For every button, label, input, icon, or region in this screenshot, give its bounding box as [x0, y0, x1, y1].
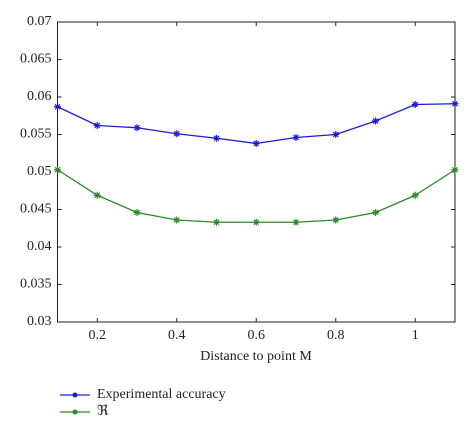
x-tick-label: 0.6 — [248, 328, 266, 343]
data-point — [411, 191, 419, 199]
data-point — [213, 134, 220, 142]
data-point — [54, 103, 61, 111]
data-point — [252, 140, 260, 147]
y-tick-label: 0.05 — [27, 164, 52, 179]
series-line — [57, 169, 456, 223]
legend-label: Experimental accuracy — [97, 387, 226, 402]
data-point — [451, 166, 459, 174]
x-axis-label: Distance to point M — [200, 349, 312, 364]
y-tick-label: 0.06 — [27, 89, 52, 104]
x-tick-label: 0.8 — [327, 328, 345, 343]
data-point — [292, 134, 300, 141]
plot-frame — [57, 21, 456, 323]
data-point — [173, 216, 181, 224]
y-tick-label: 0.055 — [20, 127, 52, 142]
x-tick-label: 1 — [412, 328, 419, 343]
data-point — [133, 209, 141, 216]
data-point — [252, 218, 260, 226]
x-tick-label: 0.2 — [89, 328, 107, 343]
legend-marker — [72, 392, 78, 398]
data-point — [451, 100, 459, 108]
y-tick-label: 0.065 — [20, 52, 52, 67]
data-point — [54, 166, 61, 174]
data-point — [292, 218, 300, 226]
legend-label: ℜ — [97, 404, 109, 419]
x-tick-label: 0.4 — [168, 328, 186, 343]
series-line — [57, 103, 456, 145]
y-tick-label: 0.03 — [27, 314, 52, 329]
y-tick-label: 0.045 — [20, 202, 52, 217]
data-point — [173, 130, 181, 138]
data-point — [332, 131, 340, 138]
y-tick-label: 0.07 — [27, 14, 52, 29]
data-point — [93, 122, 101, 129]
data-point — [213, 218, 220, 226]
data-point — [411, 101, 419, 108]
data-point — [372, 117, 379, 125]
y-tick-label: 0.04 — [27, 239, 52, 254]
data-point — [133, 124, 141, 132]
data-point — [372, 209, 379, 216]
data-point — [332, 216, 340, 224]
legend-marker — [72, 409, 78, 415]
data-point — [93, 191, 101, 199]
y-tick-label: 0.035 — [20, 277, 52, 292]
